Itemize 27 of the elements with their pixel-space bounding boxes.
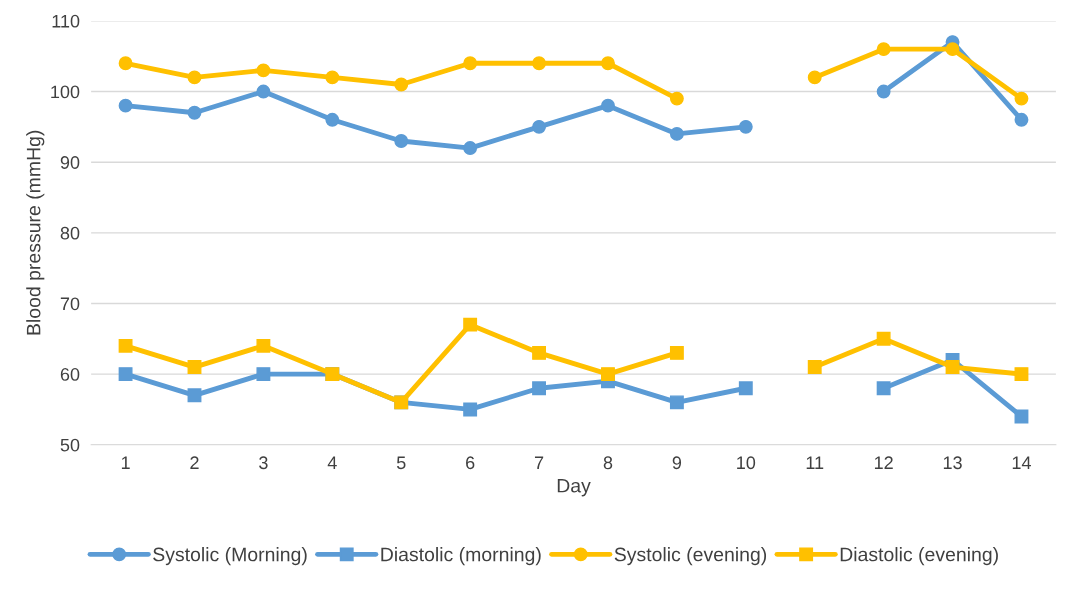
y-tick-label: 80 xyxy=(60,226,80,240)
y-axis-title: Blood pressure (mmHg) xyxy=(26,130,45,335)
y-tick-label: 100 xyxy=(51,85,80,99)
x-tick-label: 6 xyxy=(466,456,475,470)
x-tick-label: 9 xyxy=(672,456,682,470)
y-tick-label: 110 xyxy=(52,14,80,28)
x-tick-label: 13 xyxy=(943,456,962,470)
y-tick-label: 90 xyxy=(60,156,80,169)
legend-label: Systolic (Morning) xyxy=(153,547,307,566)
legend-label: Diastolic (evening) xyxy=(840,547,998,566)
legend-label: Systolic (evening) xyxy=(614,547,767,566)
x-tick-label: 7 xyxy=(534,456,544,469)
x-tick-label: 10 xyxy=(737,456,756,470)
x-axis-title: Day xyxy=(557,478,591,497)
x-tick-label: 8 xyxy=(603,456,613,470)
x-tick-label: 3 xyxy=(259,456,268,470)
y-tick-label: 70 xyxy=(60,297,80,311)
x-tick-label: 11 xyxy=(806,456,824,469)
x-tick-label: 14 xyxy=(1012,456,1031,469)
y-tick-label: 60 xyxy=(60,368,80,381)
legend-label: Diastolic (morning) xyxy=(381,547,541,566)
x-tick-label: 12 xyxy=(874,456,893,469)
x-tick-label: 5 xyxy=(396,456,406,470)
x-tick-label: 2 xyxy=(190,456,199,469)
x-tick-label: 1 xyxy=(121,456,130,469)
x-tick-label: 4 xyxy=(327,456,337,469)
y-tick-label: 50 xyxy=(60,438,80,452)
